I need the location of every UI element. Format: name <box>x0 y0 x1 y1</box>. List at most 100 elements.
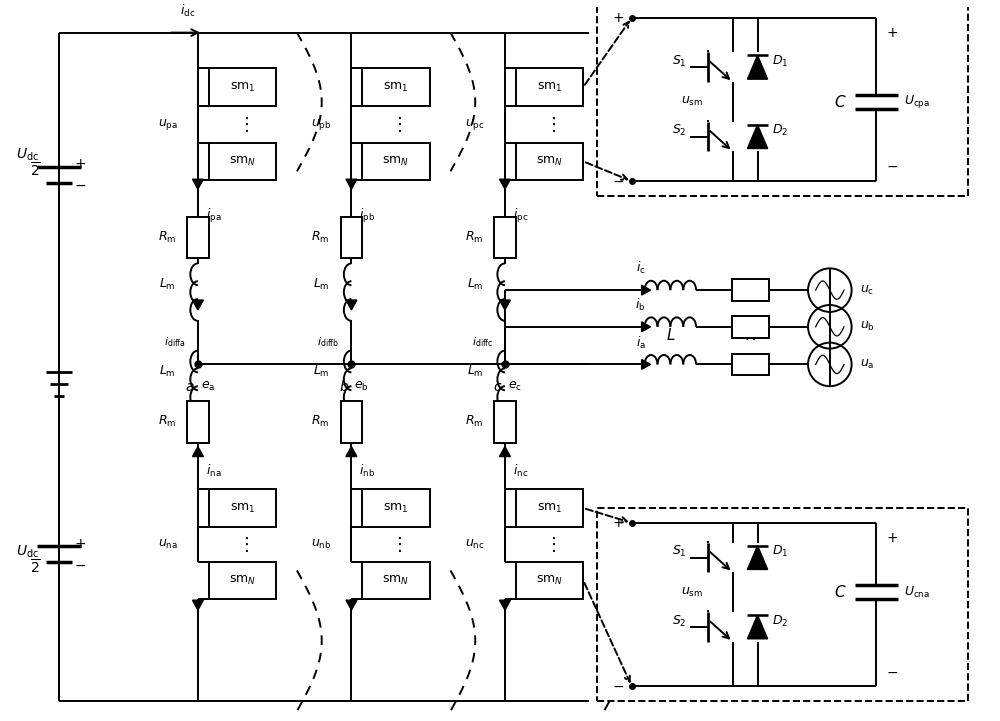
Text: $S_1$: $S_1$ <box>672 54 686 69</box>
Text: $+$: $+$ <box>886 26 898 40</box>
Text: $L_{\mathrm{m}}$: $L_{\mathrm{m}}$ <box>467 277 483 292</box>
Polygon shape <box>642 322 651 332</box>
Polygon shape <box>747 125 768 149</box>
Text: $i_{\mathrm{pa}}$: $i_{\mathrm{pa}}$ <box>206 207 221 225</box>
Polygon shape <box>500 180 510 189</box>
Text: $i_{\mathrm{diffa}}$: $i_{\mathrm{diffa}}$ <box>164 335 186 348</box>
Polygon shape <box>346 300 357 310</box>
Text: $u_{\mathrm{pc}}$: $u_{\mathrm{pc}}$ <box>465 118 485 132</box>
Text: $R_{\mathrm{m}}$: $R_{\mathrm{m}}$ <box>311 415 330 430</box>
Bar <box>362 143 430 180</box>
Text: $+$: $+$ <box>74 536 86 551</box>
Text: $u_{\mathrm{pa}}$: $u_{\mathrm{pa}}$ <box>158 118 178 132</box>
Text: $\vdots$: $\vdots$ <box>237 115 248 134</box>
Text: $\mathrm{sm}_{1}$: $\mathrm{sm}_{1}$ <box>230 81 255 94</box>
Text: $i_{\mathrm{diffc}}$: $i_{\mathrm{diffc}}$ <box>472 335 493 348</box>
Text: $\mathrm{sm}_{N}$: $\mathrm{sm}_{N}$ <box>382 574 410 587</box>
Text: $u_{\mathrm{b}}$: $u_{\mathrm{b}}$ <box>860 320 874 333</box>
Text: $u_{\mathrm{c}}$: $u_{\mathrm{c}}$ <box>860 283 874 296</box>
Text: $L_{\mathrm{m}}$: $L_{\mathrm{m}}$ <box>313 277 330 292</box>
Polygon shape <box>642 286 651 295</box>
Text: $\vdots$: $\vdots$ <box>544 535 555 554</box>
Polygon shape <box>346 446 357 456</box>
Text: $-$: $-$ <box>612 679 624 694</box>
Text: $\mathrm{sm}_{N}$: $\mathrm{sm}_{N}$ <box>229 574 256 587</box>
Bar <box>516 490 583 527</box>
Text: $\vdots$: $\vdots$ <box>237 535 248 554</box>
Text: $\vdots$: $\vdots$ <box>544 115 555 134</box>
Text: $\mathrm{sm}_{1}$: $\mathrm{sm}_{1}$ <box>383 502 409 515</box>
Text: $e_{\mathrm{b}}$: $e_{\mathrm{b}}$ <box>354 380 369 394</box>
Text: $-$: $-$ <box>74 557 86 572</box>
Text: $+$: $+$ <box>612 11 624 25</box>
Text: $R_{\mathrm{m}}$: $R_{\mathrm{m}}$ <box>158 415 176 430</box>
Text: $S_2$: $S_2$ <box>672 123 686 138</box>
Polygon shape <box>747 546 768 570</box>
Text: $\mathrm{sm}_{1}$: $\mathrm{sm}_{1}$ <box>383 81 409 94</box>
Text: $\mathrm{sm}_{N}$: $\mathrm{sm}_{N}$ <box>536 574 563 587</box>
Text: $\overline{2}$: $\overline{2}$ <box>30 161 41 180</box>
Bar <box>341 401 362 443</box>
Text: $D_2$: $D_2$ <box>772 123 789 138</box>
Text: $C$: $C$ <box>834 94 847 110</box>
Polygon shape <box>346 600 357 610</box>
Text: $D_2$: $D_2$ <box>772 614 789 629</box>
Bar <box>209 490 276 527</box>
Text: $u_{\mathrm{sm}}$: $u_{\mathrm{sm}}$ <box>681 95 703 108</box>
Polygon shape <box>500 446 510 456</box>
Text: $i_{\mathrm{diffb}}$: $i_{\mathrm{diffb}}$ <box>317 335 340 348</box>
Text: $S_1$: $S_1$ <box>672 544 686 559</box>
Bar <box>732 279 769 301</box>
Text: $L_{\mathrm{m}}$: $L_{\mathrm{m}}$ <box>159 364 176 379</box>
Text: $e_{\mathrm{c}}$: $e_{\mathrm{c}}$ <box>508 380 522 394</box>
Text: $u_{\mathrm{a}}$: $u_{\mathrm{a}}$ <box>860 358 874 371</box>
Bar <box>516 143 583 180</box>
Bar <box>494 217 516 258</box>
Text: $U_{\mathrm{cpa}}$: $U_{\mathrm{cpa}}$ <box>904 94 930 110</box>
Text: $\vdots$: $\vdots$ <box>390 535 402 554</box>
Text: $R$: $R$ <box>745 327 756 342</box>
Text: $L_{\mathrm{m}}$: $L_{\mathrm{m}}$ <box>467 364 483 379</box>
Text: $-$: $-$ <box>612 174 624 188</box>
Text: $D_1$: $D_1$ <box>772 54 789 69</box>
Text: $\mathrm{sm}_{N}$: $\mathrm{sm}_{N}$ <box>229 155 256 168</box>
Polygon shape <box>747 615 768 639</box>
Text: $S_2$: $S_2$ <box>672 614 686 629</box>
Text: $L_{\mathrm{m}}$: $L_{\mathrm{m}}$ <box>159 277 176 292</box>
Text: $D_1$: $D_1$ <box>772 544 789 559</box>
Text: $-$: $-$ <box>886 665 898 678</box>
Bar <box>209 562 276 599</box>
Text: $R_{\mathrm{m}}$: $R_{\mathrm{m}}$ <box>158 230 176 245</box>
Text: $i_{\mathrm{c}}$: $i_{\mathrm{c}}$ <box>636 260 646 276</box>
Text: b: b <box>339 380 348 394</box>
Text: $u_{\mathrm{pb}}$: $u_{\mathrm{pb}}$ <box>311 118 332 132</box>
Text: $i_{\mathrm{nb}}$: $i_{\mathrm{nb}}$ <box>359 464 375 479</box>
Polygon shape <box>192 180 203 189</box>
Polygon shape <box>346 180 357 189</box>
Text: $\mathrm{sm}_{N}$: $\mathrm{sm}_{N}$ <box>536 155 563 168</box>
Text: $e_{\mathrm{a}}$: $e_{\mathrm{a}}$ <box>201 380 215 394</box>
Bar <box>362 68 430 106</box>
Text: $U_{\mathrm{cna}}$: $U_{\mathrm{cna}}$ <box>904 585 930 600</box>
Text: $i_{\mathrm{dc}}$: $i_{\mathrm{dc}}$ <box>180 3 196 19</box>
Text: $i_{\mathrm{pc}}$: $i_{\mathrm{pc}}$ <box>513 207 528 225</box>
Polygon shape <box>192 300 203 310</box>
Text: $L$: $L$ <box>666 327 675 342</box>
Bar <box>362 490 430 527</box>
Text: $U_{\mathrm{dc}}$: $U_{\mathrm{dc}}$ <box>16 146 39 163</box>
Text: $+$: $+$ <box>612 516 624 530</box>
Text: $\mathrm{sm}_{1}$: $\mathrm{sm}_{1}$ <box>537 81 562 94</box>
Text: $R_{\mathrm{m}}$: $R_{\mathrm{m}}$ <box>311 230 330 245</box>
Text: $\vdots$: $\vdots$ <box>390 115 402 134</box>
Text: $R_{\mathrm{m}}$: $R_{\mathrm{m}}$ <box>465 230 483 245</box>
Bar <box>597 508 968 702</box>
Bar <box>494 401 516 443</box>
Text: $C$: $C$ <box>834 584 847 601</box>
Text: $u_{\mathrm{sm}}$: $u_{\mathrm{sm}}$ <box>681 585 703 598</box>
Bar <box>187 401 209 443</box>
Text: $+$: $+$ <box>74 157 86 172</box>
Text: $i_{\mathrm{nc}}$: $i_{\mathrm{nc}}$ <box>513 464 528 479</box>
Text: $U_{\mathrm{dc}}$: $U_{\mathrm{dc}}$ <box>16 544 39 559</box>
Text: $-$: $-$ <box>74 178 86 193</box>
Polygon shape <box>642 360 651 369</box>
